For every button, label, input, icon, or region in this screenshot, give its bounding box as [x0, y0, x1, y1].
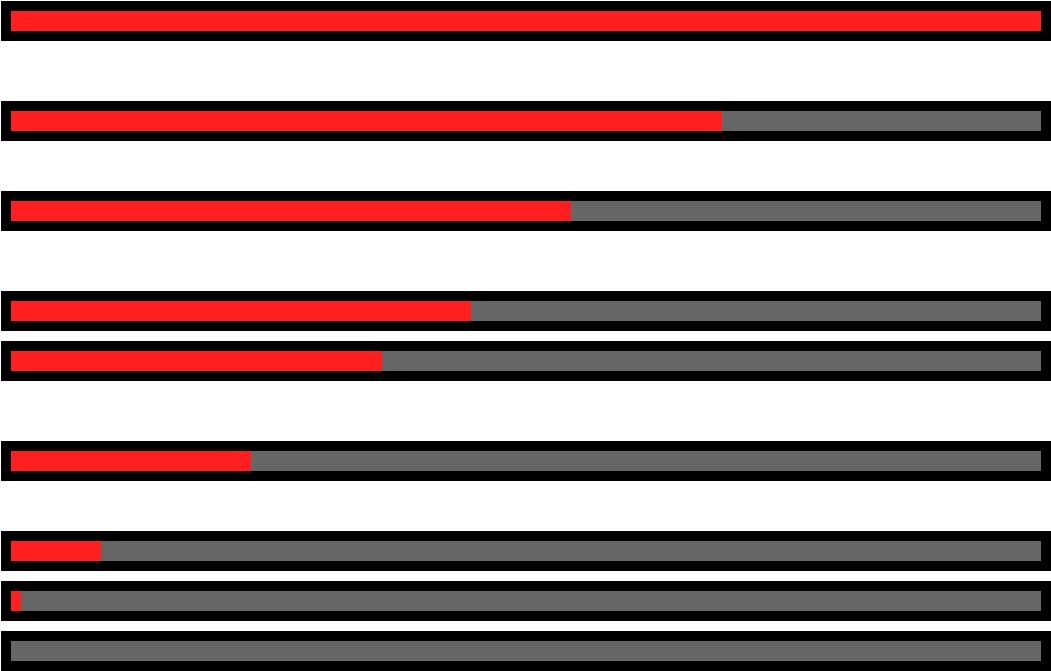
progress-bar-5	[1, 341, 1051, 381]
progress-track	[11, 541, 1041, 561]
progress-fill	[11, 201, 572, 221]
progress-bar-8	[1, 581, 1051, 621]
progress-track	[11, 641, 1041, 661]
progress-bar-7	[1, 531, 1051, 571]
progress-bar-3	[1, 191, 1051, 231]
progress-track	[11, 301, 1041, 321]
progress-track	[11, 351, 1041, 371]
progress-bar-2	[1, 101, 1051, 141]
progress-fill	[11, 591, 22, 611]
progress-track	[11, 111, 1041, 131]
progress-track	[11, 591, 1041, 611]
progress-fill	[11, 451, 251, 471]
progress-bar-1	[1, 1, 1051, 41]
progress-fill	[11, 11, 1041, 31]
progress-bar-9	[1, 631, 1051, 671]
progress-fill	[11, 111, 722, 131]
progress-track	[11, 451, 1041, 471]
progress-track	[11, 201, 1041, 221]
progress-fill	[11, 541, 101, 561]
progress-bar-4	[1, 291, 1051, 331]
progress-track	[11, 11, 1041, 31]
progress-bar-6	[1, 441, 1051, 481]
progress-fill	[11, 301, 472, 321]
progress-fill	[11, 351, 382, 371]
